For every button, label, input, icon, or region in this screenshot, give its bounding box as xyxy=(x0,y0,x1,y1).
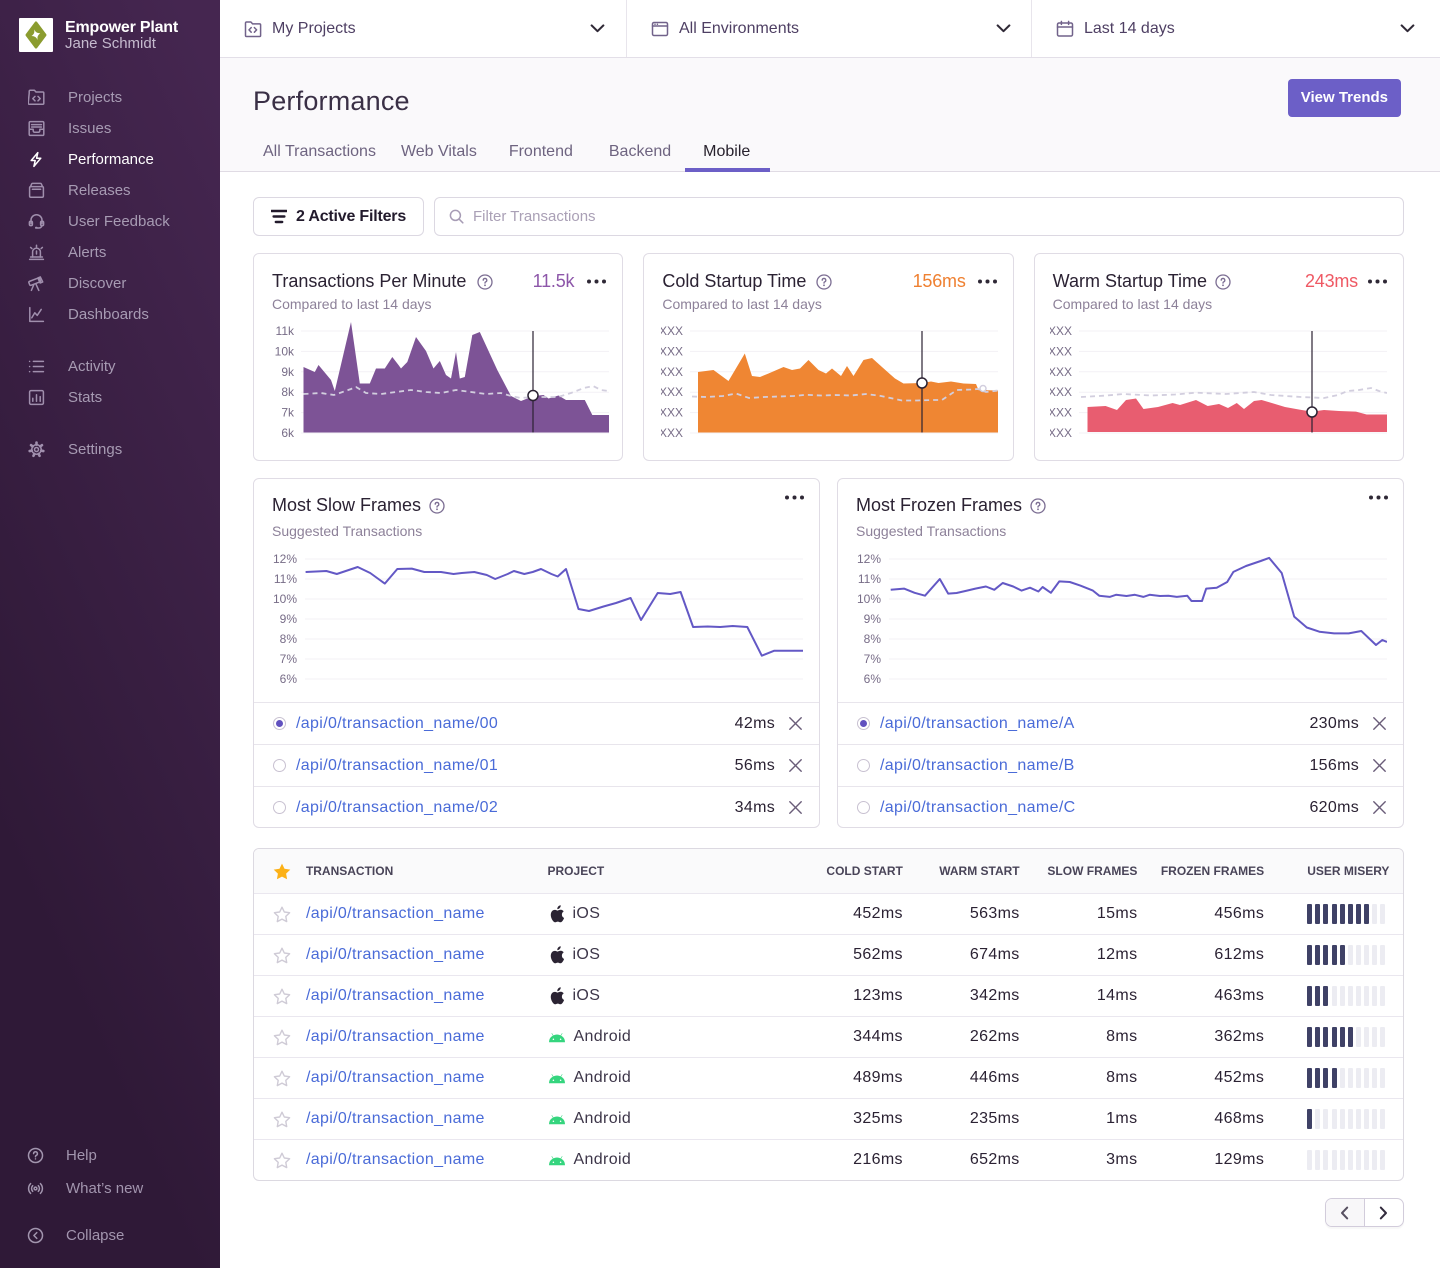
svg-text:7%: 7% xyxy=(280,652,298,666)
svg-text:10k: 10k xyxy=(275,344,295,358)
svg-text:11%: 11% xyxy=(274,572,297,586)
svg-text:XXX: XXX xyxy=(661,426,683,440)
svg-text:XXX: XXX xyxy=(661,344,683,358)
svg-text:9%: 9% xyxy=(280,612,298,626)
svg-text:XXX: XXX xyxy=(1050,385,1072,399)
svg-text:10%: 10% xyxy=(273,592,297,606)
svg-text:XXX: XXX xyxy=(1050,365,1072,379)
svg-text:XXX: XXX xyxy=(661,365,683,379)
svg-text:8k: 8k xyxy=(281,385,295,399)
svg-text:XXX: XXX xyxy=(661,406,683,420)
svg-text:XXX: XXX xyxy=(1050,406,1072,420)
svg-text:XXX: XXX xyxy=(1050,426,1072,440)
svg-text:9k: 9k xyxy=(281,365,295,379)
svg-text:8%: 8% xyxy=(864,632,882,646)
svg-text:XXX: XXX xyxy=(1050,324,1072,338)
svg-text:6k: 6k xyxy=(281,426,295,440)
svg-text:6%: 6% xyxy=(280,672,298,686)
svg-text:XXX: XXX xyxy=(661,324,683,338)
svg-text:11k: 11k xyxy=(276,324,295,338)
svg-text:XXX: XXX xyxy=(1050,344,1072,358)
svg-text:7%: 7% xyxy=(864,652,882,666)
svg-text:8%: 8% xyxy=(280,632,298,646)
svg-text:XXX: XXX xyxy=(661,385,683,399)
svg-text:12%: 12% xyxy=(857,552,881,566)
svg-text:7k: 7k xyxy=(281,406,295,420)
svg-text:11%: 11% xyxy=(858,572,881,586)
svg-text:9%: 9% xyxy=(864,612,882,626)
svg-text:10%: 10% xyxy=(857,592,881,606)
svg-text:12%: 12% xyxy=(273,552,297,566)
svg-text:6%: 6% xyxy=(864,672,882,686)
